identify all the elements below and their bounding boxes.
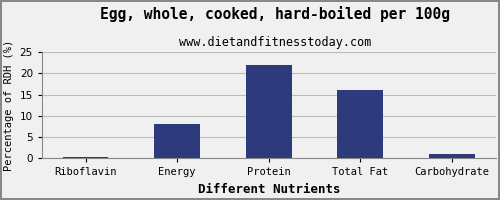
X-axis label: Different Nutrients: Different Nutrients xyxy=(198,183,340,196)
Y-axis label: Percentage of RDH (%): Percentage of RDH (%) xyxy=(4,40,14,171)
Bar xyxy=(338,90,384,158)
Bar xyxy=(154,124,200,158)
Text: Egg, whole, cooked, hard-boiled per 100g: Egg, whole, cooked, hard-boiled per 100g xyxy=(100,6,450,22)
Bar xyxy=(246,65,292,158)
Bar xyxy=(429,154,475,158)
Text: www.dietandfitnesstoday.com: www.dietandfitnesstoday.com xyxy=(179,36,371,49)
Bar xyxy=(62,157,108,158)
